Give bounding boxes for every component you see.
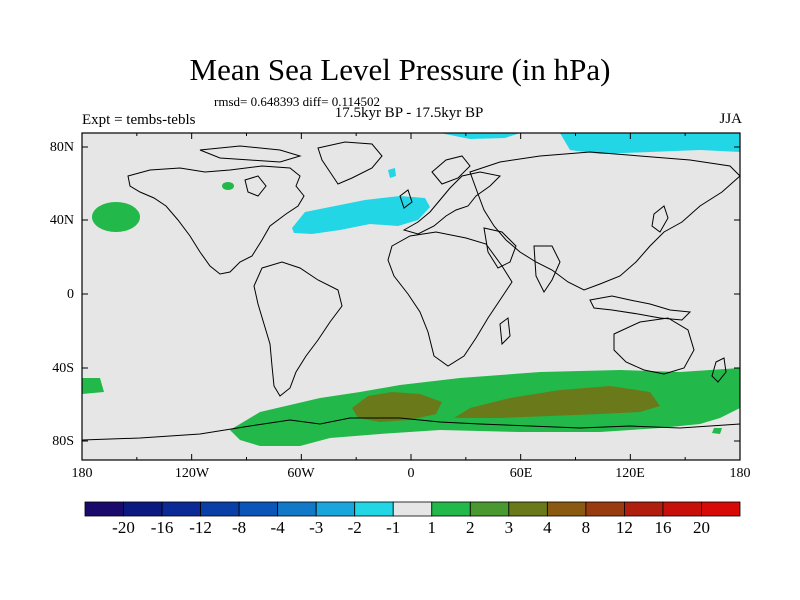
lon-label-0: 0 bbox=[381, 466, 441, 482]
colorbar-label: 12 bbox=[604, 518, 644, 538]
colorbar-label: 16 bbox=[643, 518, 683, 538]
colorbar-swatch bbox=[124, 502, 163, 516]
field-npacific-green bbox=[92, 202, 140, 232]
lon-label-120e: 120E bbox=[600, 466, 660, 482]
field-small-green bbox=[222, 182, 234, 190]
colorbar-label: -16 bbox=[142, 518, 182, 538]
colorbar-swatch bbox=[701, 502, 740, 516]
colorbar-swatch bbox=[85, 502, 124, 516]
colorbar-label: 8 bbox=[566, 518, 606, 538]
lon-label-60w: 60W bbox=[271, 466, 331, 482]
colorbar-swatch bbox=[393, 502, 432, 516]
colorbar-label: 1 bbox=[412, 518, 452, 538]
colorbar-swatch bbox=[547, 502, 586, 516]
colorbar-swatch bbox=[355, 502, 394, 516]
lat-label-40s: 40S bbox=[30, 361, 74, 377]
colorbar-label: 3 bbox=[489, 518, 529, 538]
colorbar-label: -4 bbox=[258, 518, 298, 538]
lon-label-120w: 120W bbox=[162, 466, 222, 482]
lon-label-180e: 180 bbox=[710, 466, 770, 482]
colorbar-label: -3 bbox=[296, 518, 336, 538]
colorbar-label: -1 bbox=[373, 518, 413, 538]
colorbar-label: -12 bbox=[181, 518, 221, 538]
colorbar-swatch bbox=[663, 502, 702, 516]
colorbar-label: -20 bbox=[104, 518, 144, 538]
lon-label-60e: 60E bbox=[491, 466, 551, 482]
colorbar-label: 4 bbox=[527, 518, 567, 538]
colorbar-swatch bbox=[624, 502, 663, 516]
colorbar bbox=[85, 502, 740, 516]
colorbar-swatch bbox=[316, 502, 355, 516]
colorbar-label: -2 bbox=[335, 518, 375, 538]
colorbar-swatch bbox=[509, 502, 548, 516]
colorbar-label: 20 bbox=[681, 518, 721, 538]
map-canvas bbox=[0, 0, 800, 600]
lat-label-80s: 80S bbox=[30, 434, 74, 450]
lat-label-0: 0 bbox=[30, 287, 74, 303]
colorbar-swatch bbox=[586, 502, 625, 516]
colorbar-swatch bbox=[201, 502, 240, 516]
colorbar-swatch bbox=[239, 502, 278, 516]
colorbar-swatch bbox=[432, 502, 471, 516]
colorbar-label: 2 bbox=[450, 518, 490, 538]
lat-label-40n: 40N bbox=[30, 213, 74, 229]
colorbar-swatch bbox=[470, 502, 509, 516]
colorbar-swatch bbox=[162, 502, 201, 516]
lat-label-80n: 80N bbox=[30, 140, 74, 156]
colorbar-label: -8 bbox=[219, 518, 259, 538]
colorbar-swatch bbox=[278, 502, 317, 516]
lon-label-180w: 180 bbox=[52, 466, 112, 482]
